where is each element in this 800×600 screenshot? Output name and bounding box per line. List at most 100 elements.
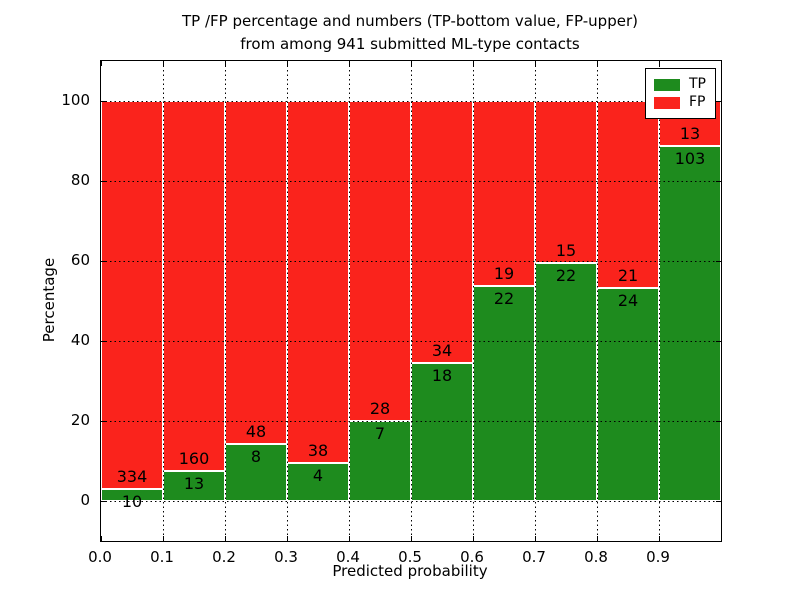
y-tick-mark bbox=[716, 100, 721, 102]
fp-count-label: 13 bbox=[679, 123, 701, 143]
x-tick-label: 0.2 bbox=[212, 548, 236, 566]
y-axis-label: Percentage bbox=[40, 257, 58, 343]
x-tick-mark bbox=[472, 61, 474, 66]
x-tick-label: 0.4 bbox=[336, 548, 360, 566]
x-tick-mark bbox=[410, 61, 412, 66]
x-tick-mark bbox=[100, 61, 102, 66]
x-tick-label: 0.8 bbox=[584, 548, 608, 566]
legend-label: TP bbox=[689, 76, 706, 92]
fp-count-label: 21 bbox=[617, 265, 639, 285]
vertical-gridline bbox=[658, 61, 660, 541]
tp-count-label: 24 bbox=[617, 290, 639, 310]
y-tick-label: 80 bbox=[70, 171, 90, 189]
x-tick-mark bbox=[720, 61, 722, 66]
fp-bar-0.2-0.3 bbox=[225, 101, 287, 444]
fp-bar-0.5-0.6 bbox=[411, 101, 473, 363]
x-tick-label: 0.6 bbox=[460, 548, 484, 566]
fp-count-label: 28 bbox=[369, 399, 391, 418]
vertical-gridline bbox=[534, 61, 536, 541]
x-tick-mark bbox=[658, 536, 660, 541]
vertical-gridline bbox=[472, 61, 474, 541]
y-tick-label: 40 bbox=[70, 331, 90, 349]
tp-bar-0.3-0.4 bbox=[287, 463, 349, 501]
horizontal-gridline bbox=[101, 420, 721, 422]
x-axis-label: Predicted probability bbox=[332, 562, 488, 580]
x-tick-label: 0.3 bbox=[274, 548, 298, 566]
y-tick-mark bbox=[101, 340, 106, 342]
y-tick-mark bbox=[101, 500, 106, 502]
y-tick-mark bbox=[101, 100, 106, 102]
vertical-gridline bbox=[162, 61, 164, 541]
y-tick-mark bbox=[716, 340, 721, 342]
y-tick-mark bbox=[101, 180, 106, 182]
x-tick-mark bbox=[348, 61, 350, 66]
x-tick-label: 0.9 bbox=[646, 548, 670, 566]
tp-bar-0.9-1.0 bbox=[659, 145, 721, 501]
y-tick-label: 60 bbox=[70, 251, 90, 269]
vertical-gridline bbox=[410, 61, 412, 541]
fp-bar-0.0-0.1 bbox=[101, 101, 163, 490]
fp-count-label: 38 bbox=[307, 441, 329, 460]
x-tick-mark bbox=[472, 536, 474, 541]
tp-count-label: 22 bbox=[555, 266, 577, 285]
y-tick-label: 100 bbox=[61, 91, 90, 109]
x-tick-label: 0.5 bbox=[398, 548, 422, 566]
fp-count-label: 34 bbox=[431, 340, 453, 360]
x-tick-label: 0.0 bbox=[88, 548, 112, 566]
tp-count-label: 8 bbox=[250, 446, 262, 466]
horizontal-gridline bbox=[101, 100, 721, 102]
x-tick-mark bbox=[162, 536, 164, 541]
x-tick-mark bbox=[100, 536, 102, 541]
x-tick-mark bbox=[224, 61, 226, 66]
x-tick-mark bbox=[286, 61, 288, 66]
y-tick-mark bbox=[716, 420, 721, 422]
tp-count-label: 13 bbox=[183, 474, 205, 493]
fp-count-label: 334 bbox=[116, 467, 148, 487]
y-tick-label: 20 bbox=[70, 411, 90, 429]
x-tick-mark bbox=[224, 536, 226, 541]
tp-count-label: 4 bbox=[312, 466, 324, 485]
tp-bar-0.7-0.8 bbox=[535, 263, 597, 501]
fp-count-label: 15 bbox=[555, 241, 577, 260]
fp-bar-0.7-0.8 bbox=[535, 101, 597, 263]
x-tick-label: 0.1 bbox=[150, 548, 174, 566]
fp-swatch bbox=[654, 96, 680, 109]
tp-count-label: 18 bbox=[431, 365, 453, 385]
vertical-gridline bbox=[286, 61, 288, 541]
fp-count-label: 19 bbox=[493, 264, 515, 284]
y-tick-label: 0 bbox=[80, 491, 90, 509]
x-tick-mark bbox=[286, 536, 288, 541]
y-tick-mark bbox=[716, 180, 721, 182]
legend-entry-tp: TP bbox=[654, 77, 706, 92]
horizontal-gridline bbox=[101, 500, 721, 502]
x-tick-mark bbox=[534, 536, 536, 541]
tp-bar-0.6-0.7 bbox=[473, 286, 535, 501]
fp-count-label: 48 bbox=[245, 421, 267, 441]
x-tick-mark bbox=[658, 61, 660, 66]
plot-area: 334 10 160 13 48 8 38 4 28 7 34 18 19 22 15 22 21 24 13 103… bbox=[100, 60, 722, 542]
tp-bar-0.4-0.5 bbox=[349, 421, 411, 501]
tp-bar-0.8-0.9 bbox=[597, 287, 659, 501]
fp-bar-0.1-0.2 bbox=[163, 101, 225, 471]
tp-count-label: 103 bbox=[674, 148, 706, 168]
x-tick-mark bbox=[596, 536, 598, 541]
vertical-gridline bbox=[348, 61, 350, 541]
fp-count-label: 160 bbox=[178, 449, 210, 468]
fp-bar-0.3-0.4 bbox=[287, 101, 349, 463]
horizontal-gridline bbox=[101, 180, 721, 182]
chart-title: TP /FP percentage and numbers (TP-bottom… bbox=[100, 10, 720, 56]
y-tick-mark bbox=[101, 260, 106, 262]
chart-title-line1: TP /FP percentage and numbers (TP-bottom… bbox=[182, 12, 638, 30]
x-tick-mark bbox=[720, 536, 722, 541]
x-tick-mark bbox=[162, 61, 164, 66]
legend-entry-fp: FP bbox=[654, 95, 706, 110]
x-tick-mark bbox=[534, 61, 536, 66]
x-tick-mark bbox=[596, 61, 598, 66]
legend: TP FP bbox=[645, 68, 716, 119]
horizontal-gridline bbox=[101, 340, 721, 342]
tp-swatch bbox=[654, 78, 680, 91]
x-tick-mark bbox=[348, 536, 350, 541]
y-tick-mark bbox=[716, 260, 721, 262]
y-tick-mark bbox=[101, 420, 106, 422]
